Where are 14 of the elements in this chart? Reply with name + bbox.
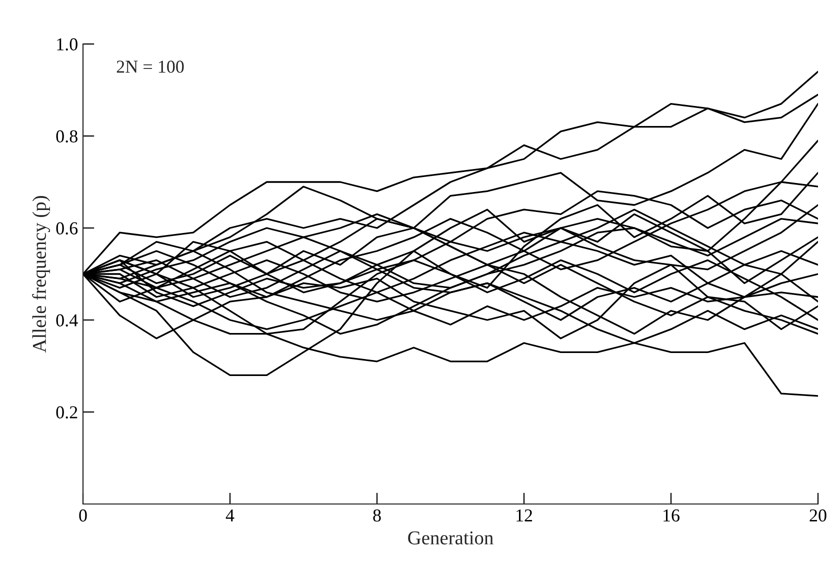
x-tick-label: 16: [664, 509, 680, 522]
x-tick-label: 20: [810, 509, 826, 522]
annotation: 2N = 100: [116, 60, 184, 73]
y-axis-title: Allele frequency (p): [32, 196, 50, 353]
x-tick-label: 12: [516, 509, 532, 522]
x-axis-title: Generation: [408, 531, 494, 544]
x-tick-label: 8: [373, 509, 381, 522]
y-tick-label: 0.8: [56, 130, 78, 143]
y-tick-label: 1.0: [57, 38, 78, 51]
y-tick-label: 0.2: [56, 406, 78, 419]
y-tick-label: 0.4: [56, 314, 78, 327]
x-tick-label: 0: [79, 509, 87, 522]
y-tick-label: 0.6: [56, 222, 78, 235]
x-tick-label: 4: [226, 510, 234, 522]
